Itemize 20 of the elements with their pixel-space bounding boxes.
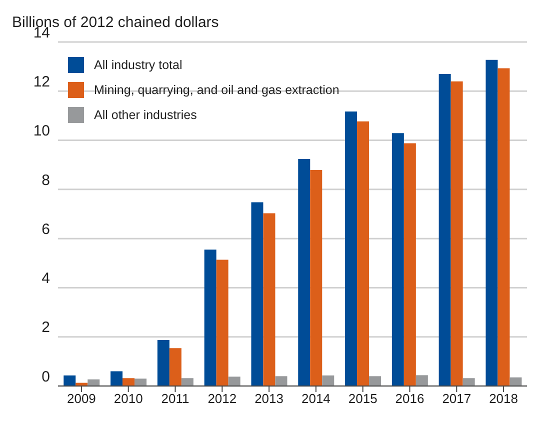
x-tick-label: 2018 xyxy=(489,391,518,406)
legend-label: Mining, quarrying, and oil and gas extraction xyxy=(94,82,340,96)
x-tick-label: 2014 xyxy=(301,391,330,406)
legend-label: All industry total xyxy=(94,58,182,72)
y-tick-label: 2 xyxy=(42,319,50,336)
x-tick-label: 2012 xyxy=(208,391,237,406)
y-tick-label: 8 xyxy=(42,172,50,189)
y-tick-label: 10 xyxy=(33,122,50,140)
y-tick-label: 12 xyxy=(33,73,50,90)
y-tick-label: 0 xyxy=(42,368,50,386)
x-tick-label: 2013 xyxy=(254,391,284,406)
y-tick-label: 6 xyxy=(42,220,50,238)
x-tick-label: 2010 xyxy=(114,391,143,406)
y-tick-label: 4 xyxy=(42,270,50,288)
x-tick-label: 2017 xyxy=(442,391,472,406)
x-tick-label: 2009 xyxy=(66,391,96,406)
x-tick-label: 2011 xyxy=(161,391,190,406)
x-tick-label: 2016 xyxy=(395,391,424,406)
x-tick-label: 2015 xyxy=(348,391,378,406)
legend-label: All other industries xyxy=(94,108,197,122)
